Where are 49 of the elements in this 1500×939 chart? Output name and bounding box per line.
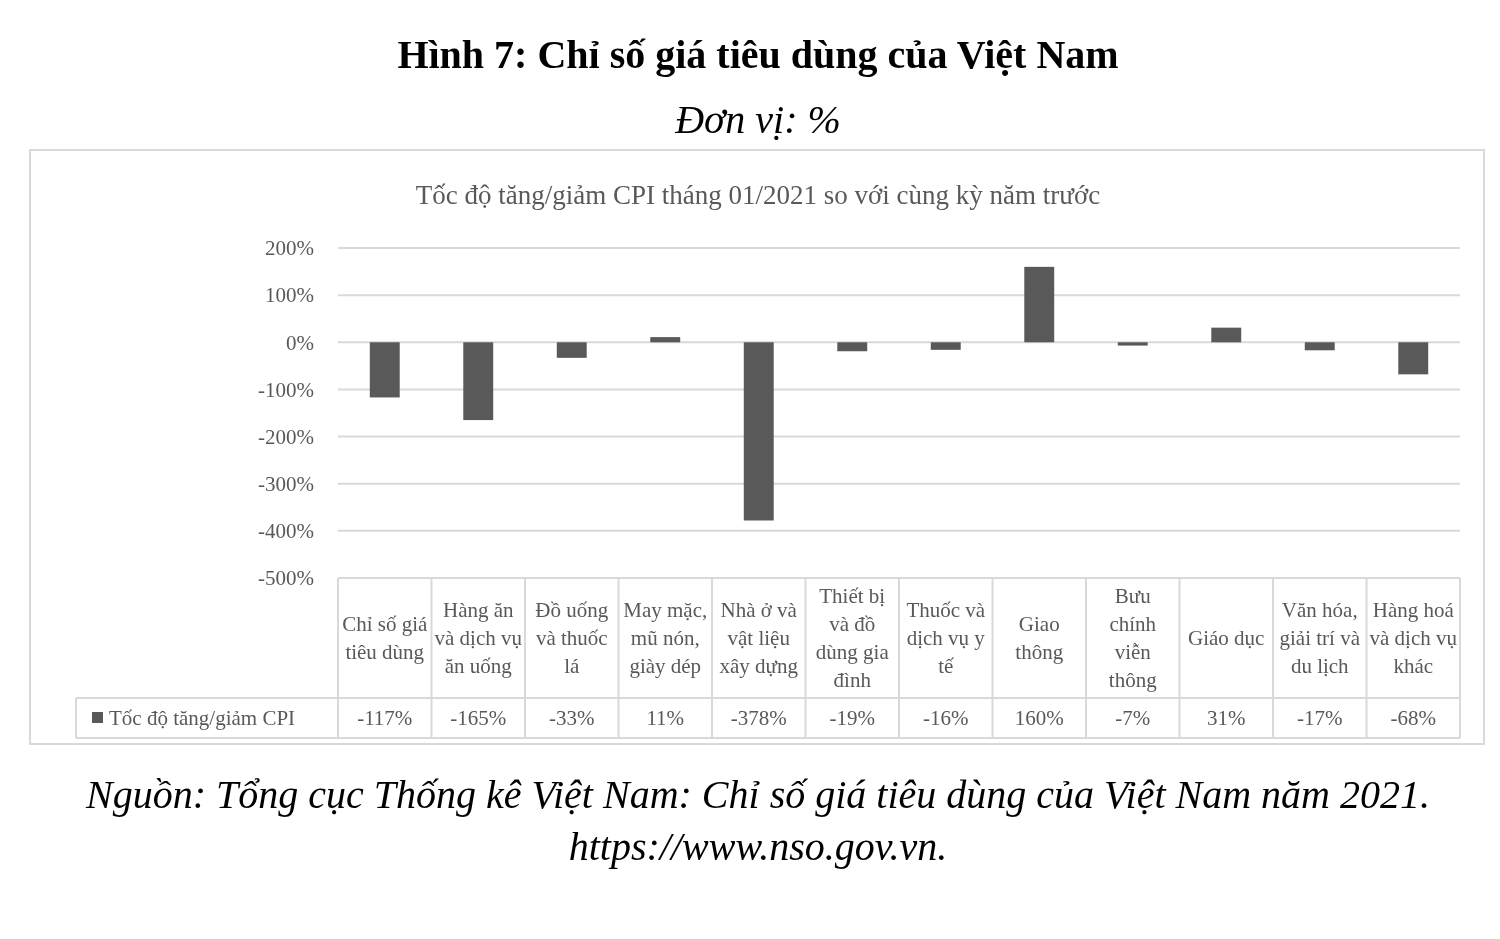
x-tick-label: Giao thông	[1015, 612, 1064, 665]
x-tick-label: Hàng hoá và dịch vụ khác	[1369, 598, 1458, 679]
data-label: -117%	[357, 706, 413, 731]
bar	[1117, 342, 1148, 346]
bar	[837, 342, 868, 352]
text: Nguồn: Tổng cục Thống kê Việt Nam: Chỉ số giá tiêu dùng của Việt Nam năm 2021. https://www.nso.gov.vn.	[85, 772, 1430, 869]
bar	[463, 342, 494, 421]
bar	[1211, 327, 1242, 343]
y-tick-label: -300%	[258, 472, 314, 497]
x-tick-label: Thuốc và dịch vụ y tế	[906, 598, 986, 679]
y-tick-label: 100%	[265, 283, 314, 308]
x-tick-label: Văn hóa, giải trí và du lịch	[1279, 598, 1361, 679]
data-label: -16%	[923, 706, 969, 731]
bar	[1304, 342, 1335, 351]
y-tick-label: 200%	[265, 236, 314, 261]
chart-title: Hình 7: Chỉ số giá tiêu dùng của Việt Nam	[397, 32, 1119, 77]
y-tick-label: -500%	[258, 566, 314, 591]
bar	[1024, 266, 1055, 343]
bar	[556, 342, 587, 358]
data-label: -19%	[829, 706, 875, 731]
x-tick-label: Chỉ số giá tiêu dùng	[342, 612, 429, 665]
bar	[650, 337, 681, 343]
data-label: 31%	[1207, 706, 1246, 731]
bar	[1398, 342, 1429, 375]
x-tick-label: Đồ uống và thuốc lá	[535, 598, 609, 679]
bar	[930, 342, 961, 350]
data-label: -378%	[730, 706, 787, 731]
data-label: 11%	[646, 706, 685, 731]
x-tick-label: Bưu chính viễn thông	[1108, 584, 1158, 693]
y-tick-label: 0%	[286, 330, 314, 355]
bar	[369, 342, 400, 398]
data-label: -165%	[450, 706, 507, 731]
bar	[743, 342, 774, 521]
text: Tốc độ tăng/giảm CPI tháng 01/2021 so với cùng kỳ năm trước	[415, 180, 1101, 210]
y-tick-label: -200%	[258, 424, 314, 449]
y-tick-label: -100%	[258, 377, 314, 402]
x-tick-label: Giáo dục	[1188, 626, 1265, 651]
x-tick-label: Nhà ở và vật liệu xây dựng	[719, 598, 799, 679]
x-tick-label: May mặc, mũ nón, giày dép	[623, 598, 708, 679]
data-label: 160%	[1014, 706, 1064, 731]
data-label: -7%	[1115, 706, 1151, 731]
data-label: -68%	[1390, 706, 1436, 731]
x-tick-label: Thiết bị và đồ dùng gia đình	[815, 584, 890, 693]
data-label: -33%	[549, 706, 595, 731]
x-tick-label: Hàng ăn và dịch vụ ăn uống	[434, 598, 523, 679]
chart-subtitle: Đơn vị: %	[674, 97, 841, 142]
y-tick-label: -400%	[258, 519, 314, 544]
data-label: -17%	[1297, 706, 1343, 731]
legend-label: Tốc độ tăng/giảm CPI	[109, 706, 296, 731]
